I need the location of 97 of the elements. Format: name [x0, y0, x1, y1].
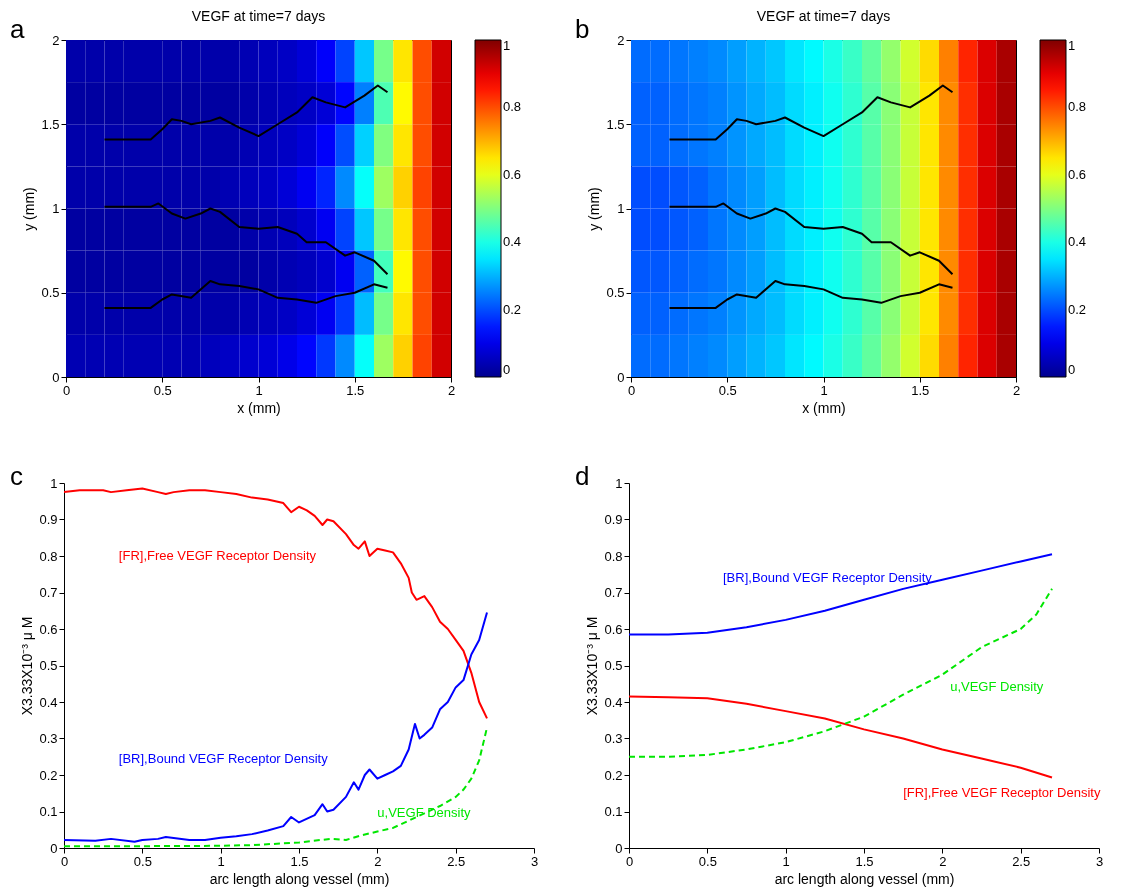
x-tick-label: 3 [1095, 853, 1104, 869]
x-tick-label: 1.5 [911, 382, 930, 398]
y-tick-label: 0.2 [604, 767, 623, 783]
x-tick-label: 0.5 [718, 382, 737, 398]
x-axis-title: x (mm) [237, 399, 281, 416]
line-series [668, 279, 954, 309]
text: a [10, 14, 25, 45]
y-tick-label: 0.1 [39, 804, 58, 819]
text: b [575, 14, 590, 45]
y-tick-label: 0.5 [604, 658, 623, 673]
text: d [575, 461, 590, 492]
x-tick-label: 0.5 [133, 853, 152, 869]
y-tick-label: 1 [617, 201, 625, 216]
text: [FR],Free VEGF Receptor Density [903, 785, 1101, 801]
y-tick-label: 2 [52, 32, 60, 48]
x-tick-label: 2.5 [1012, 853, 1031, 869]
x-tick-label: 1.5 [346, 382, 365, 398]
color-bar-label: 0.4 [1068, 234, 1087, 250]
x-tick-label: 1 [217, 853, 225, 869]
x-tick-label: 3 [530, 853, 539, 869]
y-tick-label: 1.5 [606, 116, 625, 132]
line-series [64, 611, 488, 843]
x-axis-title: x (mm) [802, 399, 846, 416]
color-bar-label: 1 [503, 38, 511, 53]
series-label: u,VEGF Density [950, 679, 1044, 695]
x-tick-label: 1 [782, 853, 790, 869]
x-axis-title: arc length along vessel (mm) [774, 870, 955, 887]
series-label: [BR],Bound VEGF Receptor Density [723, 569, 933, 585]
line-series [103, 279, 389, 309]
y-tick-label: 0.1 [604, 804, 623, 819]
y-tick-label: 2 [617, 32, 625, 48]
y-tick-label: 0.2 [39, 767, 58, 783]
chart-title: VEGF at time=7 days [191, 8, 326, 24]
chart-title: VEGF at time=7 days [756, 8, 891, 24]
y-tick-label: 0.5 [39, 658, 58, 673]
color-bar-label: 0.6 [1068, 166, 1087, 182]
color-bar-label: 0.8 [1068, 99, 1087, 115]
color-bar-label: 0.6 [503, 166, 522, 182]
line-series [629, 553, 1053, 636]
y-tick-label: 0.7 [39, 585, 58, 600]
color-bar-label: 0 [1068, 362, 1076, 377]
y-tick-label: 0.6 [604, 621, 623, 637]
y-axis-title: y (mm) [21, 187, 38, 231]
x-tick-label: 2 [1012, 382, 1021, 398]
x-tick-label: 0 [627, 382, 636, 398]
x-tick-label: 1 [255, 382, 263, 398]
y-tick-label: 0.3 [604, 731, 623, 746]
y-tick-label: 0.4 [39, 694, 58, 710]
y-tick-label: 0 [615, 840, 623, 856]
color-bar-label: 1 [1068, 38, 1076, 53]
line-series [629, 695, 1053, 779]
text: c [10, 461, 23, 492]
y-tick-label: 0.4 [604, 694, 623, 710]
line-series [64, 487, 488, 720]
y-tick-label: 1 [52, 201, 60, 216]
line-series [668, 202, 954, 276]
y-tick-label: 0 [617, 369, 625, 385]
y-tick-label: 0 [52, 369, 60, 385]
x-tick-label: 0.5 [153, 382, 172, 398]
y-tick-label: 0.8 [39, 548, 58, 564]
y-tick-label: 0.5 [41, 285, 60, 301]
x-tick-label: 1.5 [855, 853, 874, 869]
series-label: u,VEGF Density [377, 805, 472, 821]
y-axis-title: X3.33X10⁻³ μ M [584, 616, 601, 716]
x-axis-title: arc length along vessel (mm) [209, 870, 390, 887]
y-tick-label: 1 [50, 475, 58, 491]
series-label: [FR],Free VEGF Receptor Density [118, 548, 317, 563]
line-series [103, 84, 389, 141]
x-tick-label: 2 [939, 853, 947, 869]
x-tick-label: 2.5 [447, 853, 466, 869]
color-bar-label: 0.2 [1068, 301, 1087, 317]
line-series [629, 587, 1053, 758]
y-tick-label: 1 [615, 475, 623, 491]
line-series [668, 84, 954, 141]
x-tick-label: 2 [374, 853, 382, 869]
y-tick-label: 0.3 [39, 731, 58, 746]
x-tick-label: 1.5 [290, 853, 309, 869]
line-series [103, 202, 389, 276]
x-tick-label: 2 [447, 382, 456, 398]
y-tick-label: 0.6 [39, 621, 58, 637]
y-tick-label: 0.8 [604, 548, 623, 564]
color-bar-label: 0 [503, 362, 511, 377]
color-bar-label: 0.8 [503, 99, 522, 115]
y-tick-label: 0 [50, 840, 58, 856]
y-tick-label: 1.5 [41, 116, 60, 132]
y-tick-label: 0.5 [606, 285, 625, 301]
y-tick-label: 0.9 [604, 512, 623, 527]
x-tick-label: 1 [820, 382, 828, 398]
text: [BR],Bound VEGF Receptor Density [118, 750, 329, 766]
y-axis-title: y (mm) [586, 187, 603, 231]
y-tick-label: 0.9 [39, 512, 58, 527]
x-tick-label: 0 [62, 382, 71, 398]
x-tick-label: 0.5 [698, 853, 717, 869]
color-bar-label: 0.2 [503, 301, 522, 317]
y-axis-title: X3.33X10⁻³ μ M [19, 616, 36, 716]
y-tick-label: 0.7 [604, 585, 623, 600]
color-bar-label: 0.4 [503, 234, 522, 250]
